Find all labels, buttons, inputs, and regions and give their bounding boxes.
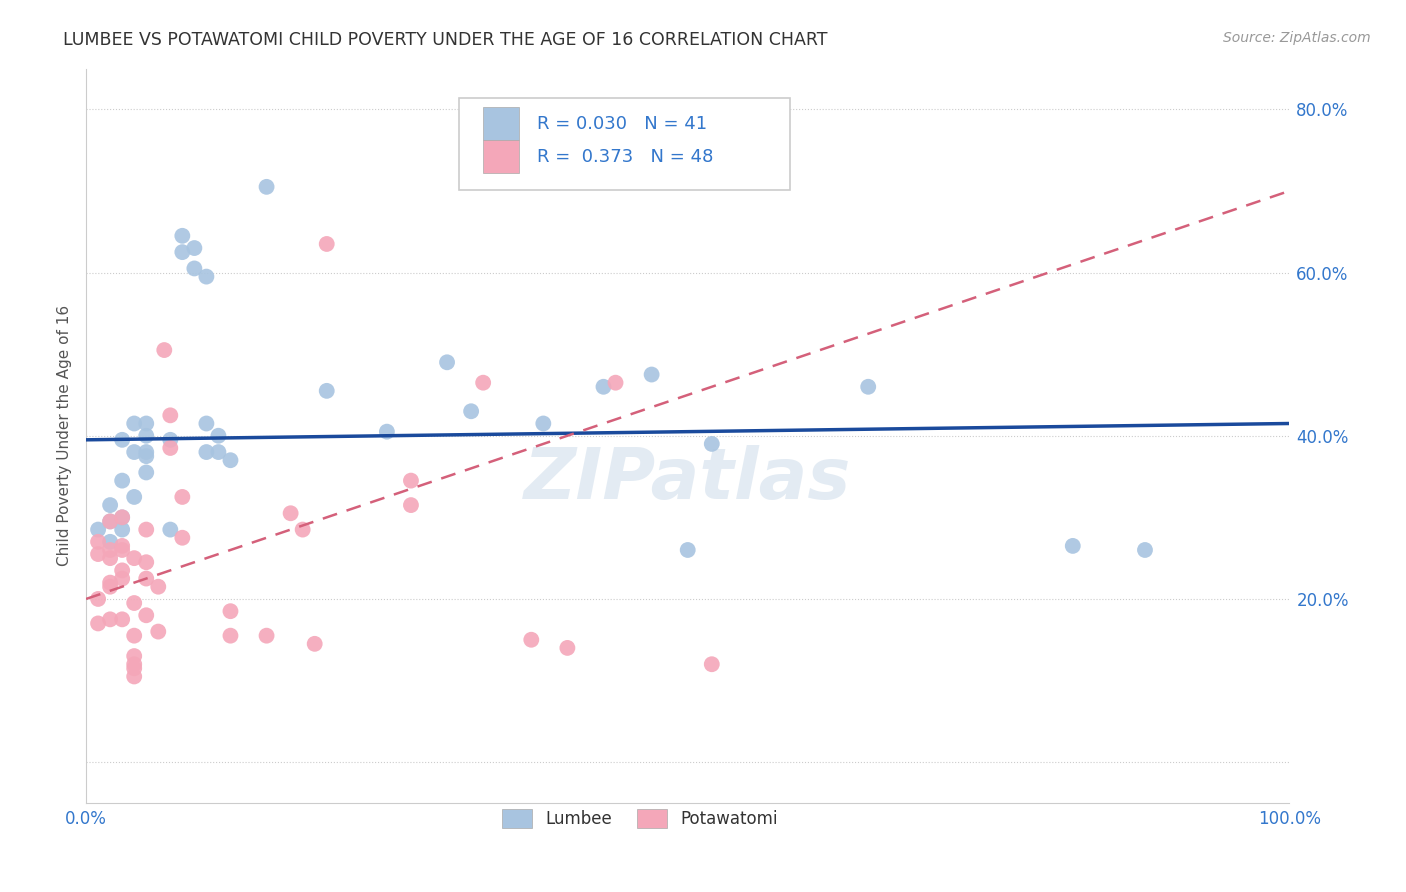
Point (148, 624, 170, 639)
Point (159, 409, 181, 423)
Point (135, 608, 157, 623)
Point (122, 661, 145, 675)
Point (207, 445, 229, 459)
Point (207, 428, 229, 442)
Point (219, 604, 242, 618)
Point (87, 534, 110, 549)
Legend: Lumbee, Potawatomi: Lumbee, Potawatomi (495, 803, 785, 835)
Point (1133, 543, 1156, 558)
Point (472, 376, 495, 390)
Point (148, 580, 170, 594)
Point (111, 523, 134, 537)
Text: R = 0.030   N = 41: R = 0.030 N = 41 (537, 114, 707, 133)
Point (111, 510, 134, 524)
Point (640, 368, 662, 382)
Point (122, 551, 145, 566)
Point (111, 539, 134, 553)
Point (135, 417, 157, 431)
Point (557, 640, 579, 655)
Point (87, 591, 110, 606)
Text: R =  0.373   N = 48: R = 0.373 N = 48 (537, 148, 714, 166)
Point (460, 404, 482, 418)
FancyBboxPatch shape (484, 107, 519, 140)
Point (172, 490, 194, 504)
Point (304, 637, 326, 651)
Point (122, 490, 145, 504)
Point (858, 380, 880, 394)
Point (172, 245, 194, 260)
Point (531, 417, 554, 431)
Point (111, 612, 134, 626)
Point (399, 474, 422, 488)
Point (111, 543, 134, 558)
Point (436, 355, 458, 369)
Point (153, 343, 176, 357)
Point (98, 498, 121, 512)
Point (315, 384, 337, 398)
Point (315, 237, 337, 252)
Point (375, 425, 398, 439)
Point (183, 261, 205, 276)
Point (605, 376, 627, 390)
Point (700, 657, 723, 672)
Point (87, 616, 110, 631)
FancyBboxPatch shape (460, 98, 790, 190)
Y-axis label: Child Poverty Under the Age of 16: Child Poverty Under the Age of 16 (58, 305, 72, 566)
Point (280, 506, 302, 520)
Point (172, 228, 194, 243)
Point (256, 179, 278, 194)
Point (195, 417, 218, 431)
Point (135, 572, 157, 586)
Point (676, 543, 699, 558)
Point (122, 657, 145, 672)
Point (700, 437, 723, 451)
Point (87, 547, 110, 561)
Point (98, 580, 121, 594)
Point (98, 612, 121, 626)
Point (87, 523, 110, 537)
Point (111, 474, 134, 488)
Point (122, 417, 145, 431)
Point (111, 563, 134, 577)
Point (111, 510, 134, 524)
Point (135, 466, 157, 480)
Text: Source: ZipAtlas.com: Source: ZipAtlas.com (1223, 31, 1371, 45)
Point (122, 649, 145, 664)
Point (122, 445, 145, 459)
Point (135, 555, 157, 569)
Point (291, 523, 314, 537)
Point (1062, 539, 1084, 553)
Text: LUMBEE VS POTAWATOMI CHILD POVERTY UNDER THE AGE OF 16 CORRELATION CHART: LUMBEE VS POTAWATOMI CHILD POVERTY UNDER… (63, 31, 828, 49)
Point (219, 629, 242, 643)
Point (98, 575, 121, 590)
Point (159, 441, 181, 455)
Point (183, 241, 205, 255)
Point (98, 534, 121, 549)
Text: ZIPatlas: ZIPatlas (524, 445, 852, 515)
Point (195, 269, 218, 284)
Point (135, 449, 157, 463)
Point (159, 523, 181, 537)
Point (399, 498, 422, 512)
Point (219, 453, 242, 467)
Point (256, 629, 278, 643)
Point (111, 433, 134, 447)
Point (98, 515, 121, 529)
Point (122, 596, 145, 610)
Point (195, 445, 218, 459)
Point (122, 629, 145, 643)
Point (520, 632, 543, 647)
Point (135, 445, 157, 459)
Point (172, 531, 194, 545)
Point (98, 551, 121, 566)
Point (98, 515, 121, 529)
Point (135, 428, 157, 442)
Point (159, 433, 181, 447)
FancyBboxPatch shape (484, 140, 519, 173)
Point (135, 523, 157, 537)
Point (122, 669, 145, 683)
Point (98, 543, 121, 558)
Point (592, 380, 614, 394)
Point (111, 572, 134, 586)
